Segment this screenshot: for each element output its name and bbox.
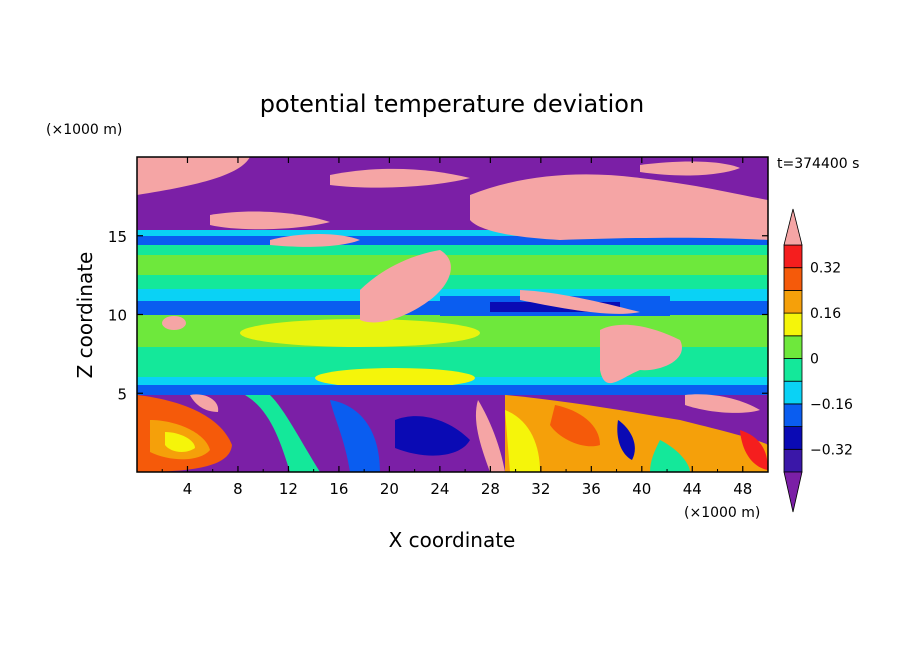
field-layer [137,385,768,395]
field-layer [245,395,320,472]
x-tick-label: 16 [329,480,348,498]
field-layer [162,316,186,330]
field-layer [210,211,330,230]
field-layer [137,235,768,245]
y-axis: 5 10 15 [108,228,768,403]
field-layer [640,161,740,176]
field-layer [617,420,635,460]
colorbar-tick-label: −0.32 [810,442,853,458]
field-layer [550,405,600,447]
x-axis: 4 8 12 16 20 24 28 32 36 40 44 48 [161,157,752,498]
y-tick-label: 15 [108,228,127,246]
field-layer [600,324,682,384]
field-layer [137,157,250,195]
colorbar: 0.32 0.16 0 −0.16 −0.32 [783,208,853,513]
x-tick-label: 40 [632,480,651,498]
field-layer [137,255,768,275]
field-layer [475,400,505,472]
y-axis-title: Z coordinate [73,252,97,379]
colorbar-tick-label: −0.16 [810,397,853,413]
colorbar-tick-label: 0.16 [810,306,841,322]
field-layer [685,394,760,413]
colorbar-tick-label: 0.32 [810,261,841,277]
field-layer [137,228,768,236]
field-layer [520,290,640,314]
field-layer [330,168,470,188]
y-tick-label: 10 [108,307,127,325]
y-tick-label: 5 [117,385,127,403]
field-layer [360,250,451,323]
x-tick-label: 4 [183,480,193,498]
colorbar-segment [783,267,803,291]
x-unit-label: (×1000 m) [684,505,760,521]
colorbar-tick-label: 0 [810,352,819,368]
colorbar-segment [783,358,803,382]
x-tick-label: 44 [683,480,702,498]
colorbar-segment [783,403,803,427]
x-tick-label: 28 [481,480,500,498]
colorbar-segment [783,426,803,450]
x-tick-label: 20 [380,480,399,498]
colorbar-segment [783,448,803,473]
x-tick-label: 48 [733,480,752,498]
chart-title: potential temperature deviation [260,90,644,118]
colorbar-segment [783,312,803,337]
colorbar-segment [783,244,803,269]
field-layer [137,275,768,289]
colorbar-max-arrow [783,208,803,246]
colorbar-segment [783,335,803,359]
x-tick-label: 36 [582,480,601,498]
field-layer [490,302,620,312]
field-layer [650,440,690,472]
y-unit-label: (×1000 m) [46,122,122,138]
field-layer [270,234,360,247]
time-label: t=374400 s [777,156,859,172]
x-tick-label: 24 [430,480,449,498]
contour-field [137,157,768,472]
field-layer [470,174,768,240]
colorbar-segment [783,380,803,405]
field-layer [240,319,480,347]
field-layer [315,368,475,388]
x-tick-label: 12 [279,480,298,498]
field-layer [165,432,195,452]
colorbar-segment [783,289,803,314]
colorbar-min-arrow [783,471,803,513]
x-tick-label: 8 [233,480,243,498]
field-layer [740,430,768,470]
field-layer [395,416,470,456]
x-tick-label: 32 [531,480,550,498]
x-axis-title: X coordinate [389,528,516,552]
field-layer [505,410,540,472]
field-layer [330,400,380,472]
field-layer [190,394,219,412]
